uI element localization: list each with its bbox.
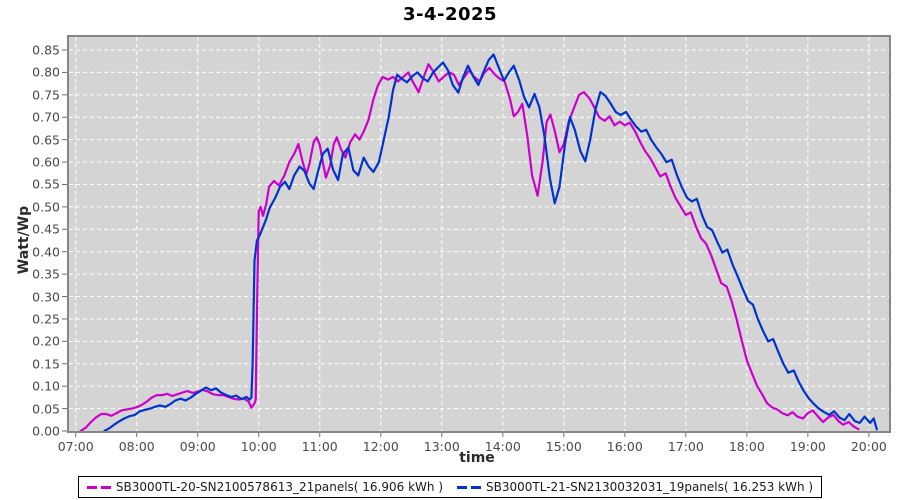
chart-title: 3-4-2025 — [402, 4, 498, 25]
y-tick-label: 0.80 — [32, 64, 60, 80]
y-axis-title: Watt/Wp — [16, 205, 32, 275]
y-tick-label: 0.70 — [32, 109, 60, 125]
y-tick-label: 0.25 — [32, 311, 60, 327]
legend-label: SB3000TL-21-SN2130032031_19panels( 16.25… — [486, 480, 814, 494]
y-tick-label: 0.55 — [32, 176, 60, 192]
x-tick-label: 11:00 — [301, 439, 338, 454]
y-tick-label: 0.35 — [32, 266, 60, 282]
y-tick-label: 0.75 — [32, 87, 60, 103]
x-tick-label: 18:00 — [728, 439, 765, 454]
y-tick-label: 0.60 — [32, 154, 60, 170]
y-tick-label: 0.65 — [32, 132, 60, 148]
plot-area — [67, 35, 891, 433]
x-tick-label: 14:00 — [484, 439, 521, 454]
legend-label: SB3000TL-20-SN2100578613_21panels( 16.90… — [115, 480, 443, 494]
x-axis-title: time — [459, 450, 495, 466]
legend-box: SB3000TL-20-SN2100578613_21panels( 16.90… — [77, 476, 823, 498]
x-tick-label: 07:00 — [57, 439, 94, 454]
x-tick-label: 20:00 — [850, 439, 887, 454]
x-tick-label: 17:00 — [667, 439, 704, 454]
x-tick-label: 10:00 — [240, 439, 277, 454]
y-tick-label: 0.20 — [32, 333, 60, 349]
y-tick-label: 0.45 — [32, 221, 60, 237]
plot-canvas — [69, 37, 889, 431]
x-tick-label: 08:00 — [118, 439, 155, 454]
x-tick-label: 19:00 — [789, 439, 826, 454]
y-tick-label: 0.85 — [32, 42, 60, 58]
legend-line-swatch — [86, 485, 111, 489]
y-tick-label: 0.05 — [32, 401, 60, 417]
x-tick-label: 12:00 — [362, 439, 399, 454]
legend-line-swatch — [457, 485, 481, 489]
y-tick-label: 0.15 — [32, 356, 60, 372]
y-tick-label: 0.10 — [32, 378, 60, 394]
x-tick-label: 09:00 — [179, 439, 216, 454]
x-tick-label: 16:00 — [606, 439, 643, 454]
series-line — [103, 53, 878, 431]
legend-item: SB3000TL-20-SN2100578613_21panels( 16.90… — [86, 480, 443, 494]
y-tick-label: 0.50 — [32, 199, 60, 215]
y-tick-label: 0.30 — [32, 289, 60, 305]
y-tick-label: 0.00 — [32, 423, 60, 439]
y-tick-label: 0.40 — [32, 244, 60, 260]
legend-item: SB3000TL-21-SN2130032031_19panels( 16.25… — [457, 480, 813, 494]
x-tick-label: 15:00 — [545, 439, 582, 454]
legend: SB3000TL-20-SN2100578613_21panels( 16.90… — [0, 476, 900, 498]
x-tick-label: 13:00 — [423, 439, 460, 454]
